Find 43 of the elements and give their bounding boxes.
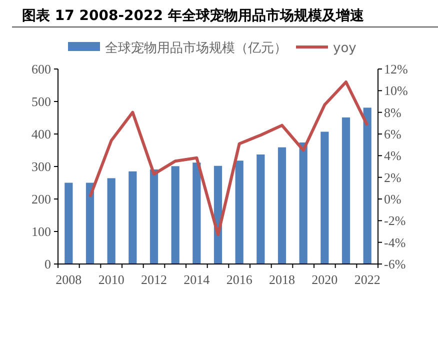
- bar: [256, 154, 265, 264]
- line-series: [88, 80, 369, 236]
- legend-label: 全球宠物用品市场规模（亿元）: [105, 41, 287, 56]
- bar: [107, 178, 116, 264]
- y-tick-label: 500: [32, 94, 51, 110]
- legend-label: yoy: [333, 41, 357, 56]
- y2-tick-label: 12%: [384, 62, 408, 77]
- bar: [235, 160, 244, 264]
- bar: [86, 182, 94, 264]
- y-tick-label: 200: [32, 192, 51, 207]
- y-tick-label: 300: [32, 159, 51, 174]
- y-tick-label: 100: [32, 224, 51, 240]
- bar: [342, 117, 350, 264]
- bar: [171, 166, 180, 264]
- x-tick-label: 2012: [141, 272, 167, 287]
- bar: [278, 147, 286, 264]
- x-tick-label: 2014: [184, 272, 210, 287]
- bar: [128, 171, 137, 264]
- y-tick-label: 400: [32, 126, 51, 142]
- y2-tick-label: 8%: [384, 104, 402, 120]
- x-tick-label: 2010: [98, 272, 124, 287]
- y2-tick-label: 4%: [384, 148, 402, 164]
- y2-tick-label: 0%: [384, 192, 402, 207]
- y2-tick-label: -4%: [384, 234, 406, 250]
- x-tick-label: 2018: [269, 272, 295, 287]
- chart-title: 图表 17 2008-2022 年全球宠物用品市场规模及增速: [22, 7, 365, 24]
- y-tick-label: 0: [44, 256, 51, 272]
- x-tick-label: 2016: [226, 272, 253, 287]
- bar: [192, 162, 201, 264]
- y2-tick-label: 2%: [384, 170, 402, 185]
- y2-tick-label: 6%: [384, 126, 402, 142]
- bar: [363, 108, 372, 264]
- y-tick-label: 600: [32, 62, 51, 77]
- x-tick-label: 2022: [354, 272, 380, 287]
- bar: [64, 182, 73, 264]
- x-tick-label: 2020: [312, 272, 338, 287]
- y2-tick-label: -6%: [384, 256, 406, 272]
- bar: [320, 132, 329, 264]
- y2-tick-label: 10%: [384, 83, 408, 98]
- bar: [150, 169, 158, 264]
- x-tick-label: 2008: [56, 272, 82, 287]
- y2-tick-label: -2%: [384, 213, 406, 228]
- bar: [299, 142, 308, 264]
